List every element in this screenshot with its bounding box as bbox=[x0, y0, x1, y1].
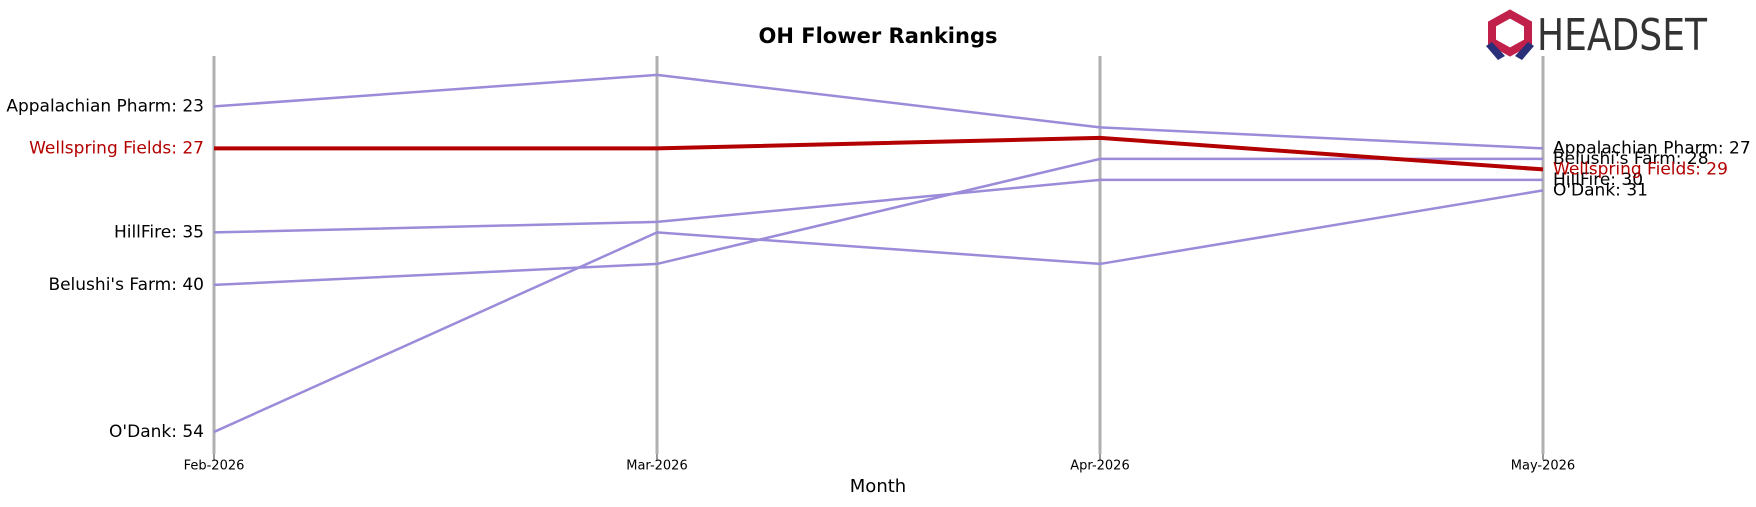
series-line bbox=[213, 157, 1543, 287]
logo-icon-part bbox=[1515, 42, 1534, 60]
x-tick-label: Feb-2026 bbox=[184, 459, 245, 474]
series-line bbox=[213, 178, 1543, 234]
value-label: O'Dank: 31 bbox=[1553, 180, 1648, 200]
logo-text: HEADSET bbox=[1537, 10, 1707, 61]
x-axis-label: Month bbox=[850, 476, 906, 497]
value-label: HillFire: 35 bbox=[114, 222, 204, 242]
x-tick-label: May-2026 bbox=[1511, 459, 1575, 474]
value-label: Belushi's Farm: 40 bbox=[48, 275, 204, 295]
value-label: Appalachian Pharm: 23 bbox=[6, 96, 204, 116]
series-line bbox=[213, 73, 1544, 150]
value-label: Belushi's Farm: 28 bbox=[1553, 149, 1709, 169]
x-tick-label: Apr-2026 bbox=[1070, 459, 1129, 474]
value-label: Appalachian Pharm: 27 bbox=[1553, 138, 1751, 158]
series-line bbox=[213, 189, 1544, 434]
series-line bbox=[214, 135, 1544, 172]
value-label: HillFire: 30 bbox=[1553, 170, 1643, 190]
value-label: Wellspring Fields: 27 bbox=[29, 138, 204, 158]
chart-title: OH Flower Rankings bbox=[759, 24, 998, 48]
value-label: Wellspring Fields: 29 bbox=[1553, 159, 1728, 179]
value-label: O'Dank: 54 bbox=[109, 422, 204, 442]
logo-icon-part bbox=[1486, 42, 1505, 60]
logo: HEADSET bbox=[1486, 9, 1707, 61]
x-tick-label: Mar-2026 bbox=[626, 459, 687, 474]
logo-icon bbox=[1488, 9, 1532, 57]
